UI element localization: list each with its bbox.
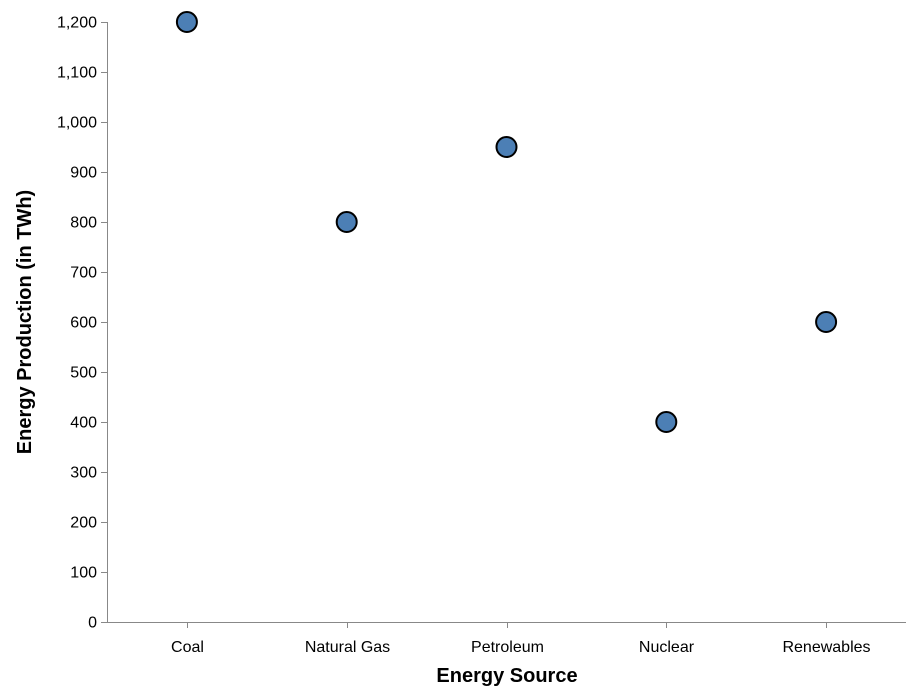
y-tick-label: 1,200 bbox=[57, 15, 97, 32]
y-tick-label: 100 bbox=[70, 565, 97, 582]
y-tick-label: 700 bbox=[70, 265, 97, 282]
data-point bbox=[175, 11, 198, 33]
data-points bbox=[175, 11, 838, 433]
x-tick-label: Renewables bbox=[782, 639, 870, 656]
y-axis-ticks: 0 100 200 300 400 500 600 700 800 900 1,000 1,100 1,… bbox=[57, 15, 107, 632]
x-tick-label: Petroleum bbox=[471, 639, 544, 656]
x-axis-ticks: Coal Natural Gas Petroleum Nuclear Renewable… bbox=[171, 622, 871, 656]
x-axis-title: Energy Source bbox=[436, 665, 577, 687]
y-tick-label: 1,100 bbox=[57, 65, 97, 82]
x-tick-label: Nuclear bbox=[639, 639, 695, 656]
y-tick-label: 200 bbox=[70, 515, 97, 532]
y-tick-label: 300 bbox=[70, 465, 97, 482]
y-tick-label: 400 bbox=[70, 415, 97, 432]
y-tick-label: 600 bbox=[70, 315, 97, 332]
data-point bbox=[335, 211, 358, 233]
y-tick-label: 800 bbox=[70, 215, 97, 232]
x-tick-label: Natural Gas bbox=[305, 639, 390, 656]
y-tick-label: 500 bbox=[70, 365, 97, 382]
x-tick-label: Coal bbox=[171, 639, 204, 656]
data-point bbox=[655, 411, 678, 433]
y-tick-label: 0 bbox=[88, 615, 97, 632]
y-tick-label: 1,000 bbox=[57, 115, 97, 132]
y-tick-label: 900 bbox=[70, 165, 97, 182]
data-point bbox=[495, 136, 518, 158]
data-point bbox=[815, 311, 838, 333]
y-axis-title: Energy Production (in TWh) bbox=[14, 190, 36, 454]
